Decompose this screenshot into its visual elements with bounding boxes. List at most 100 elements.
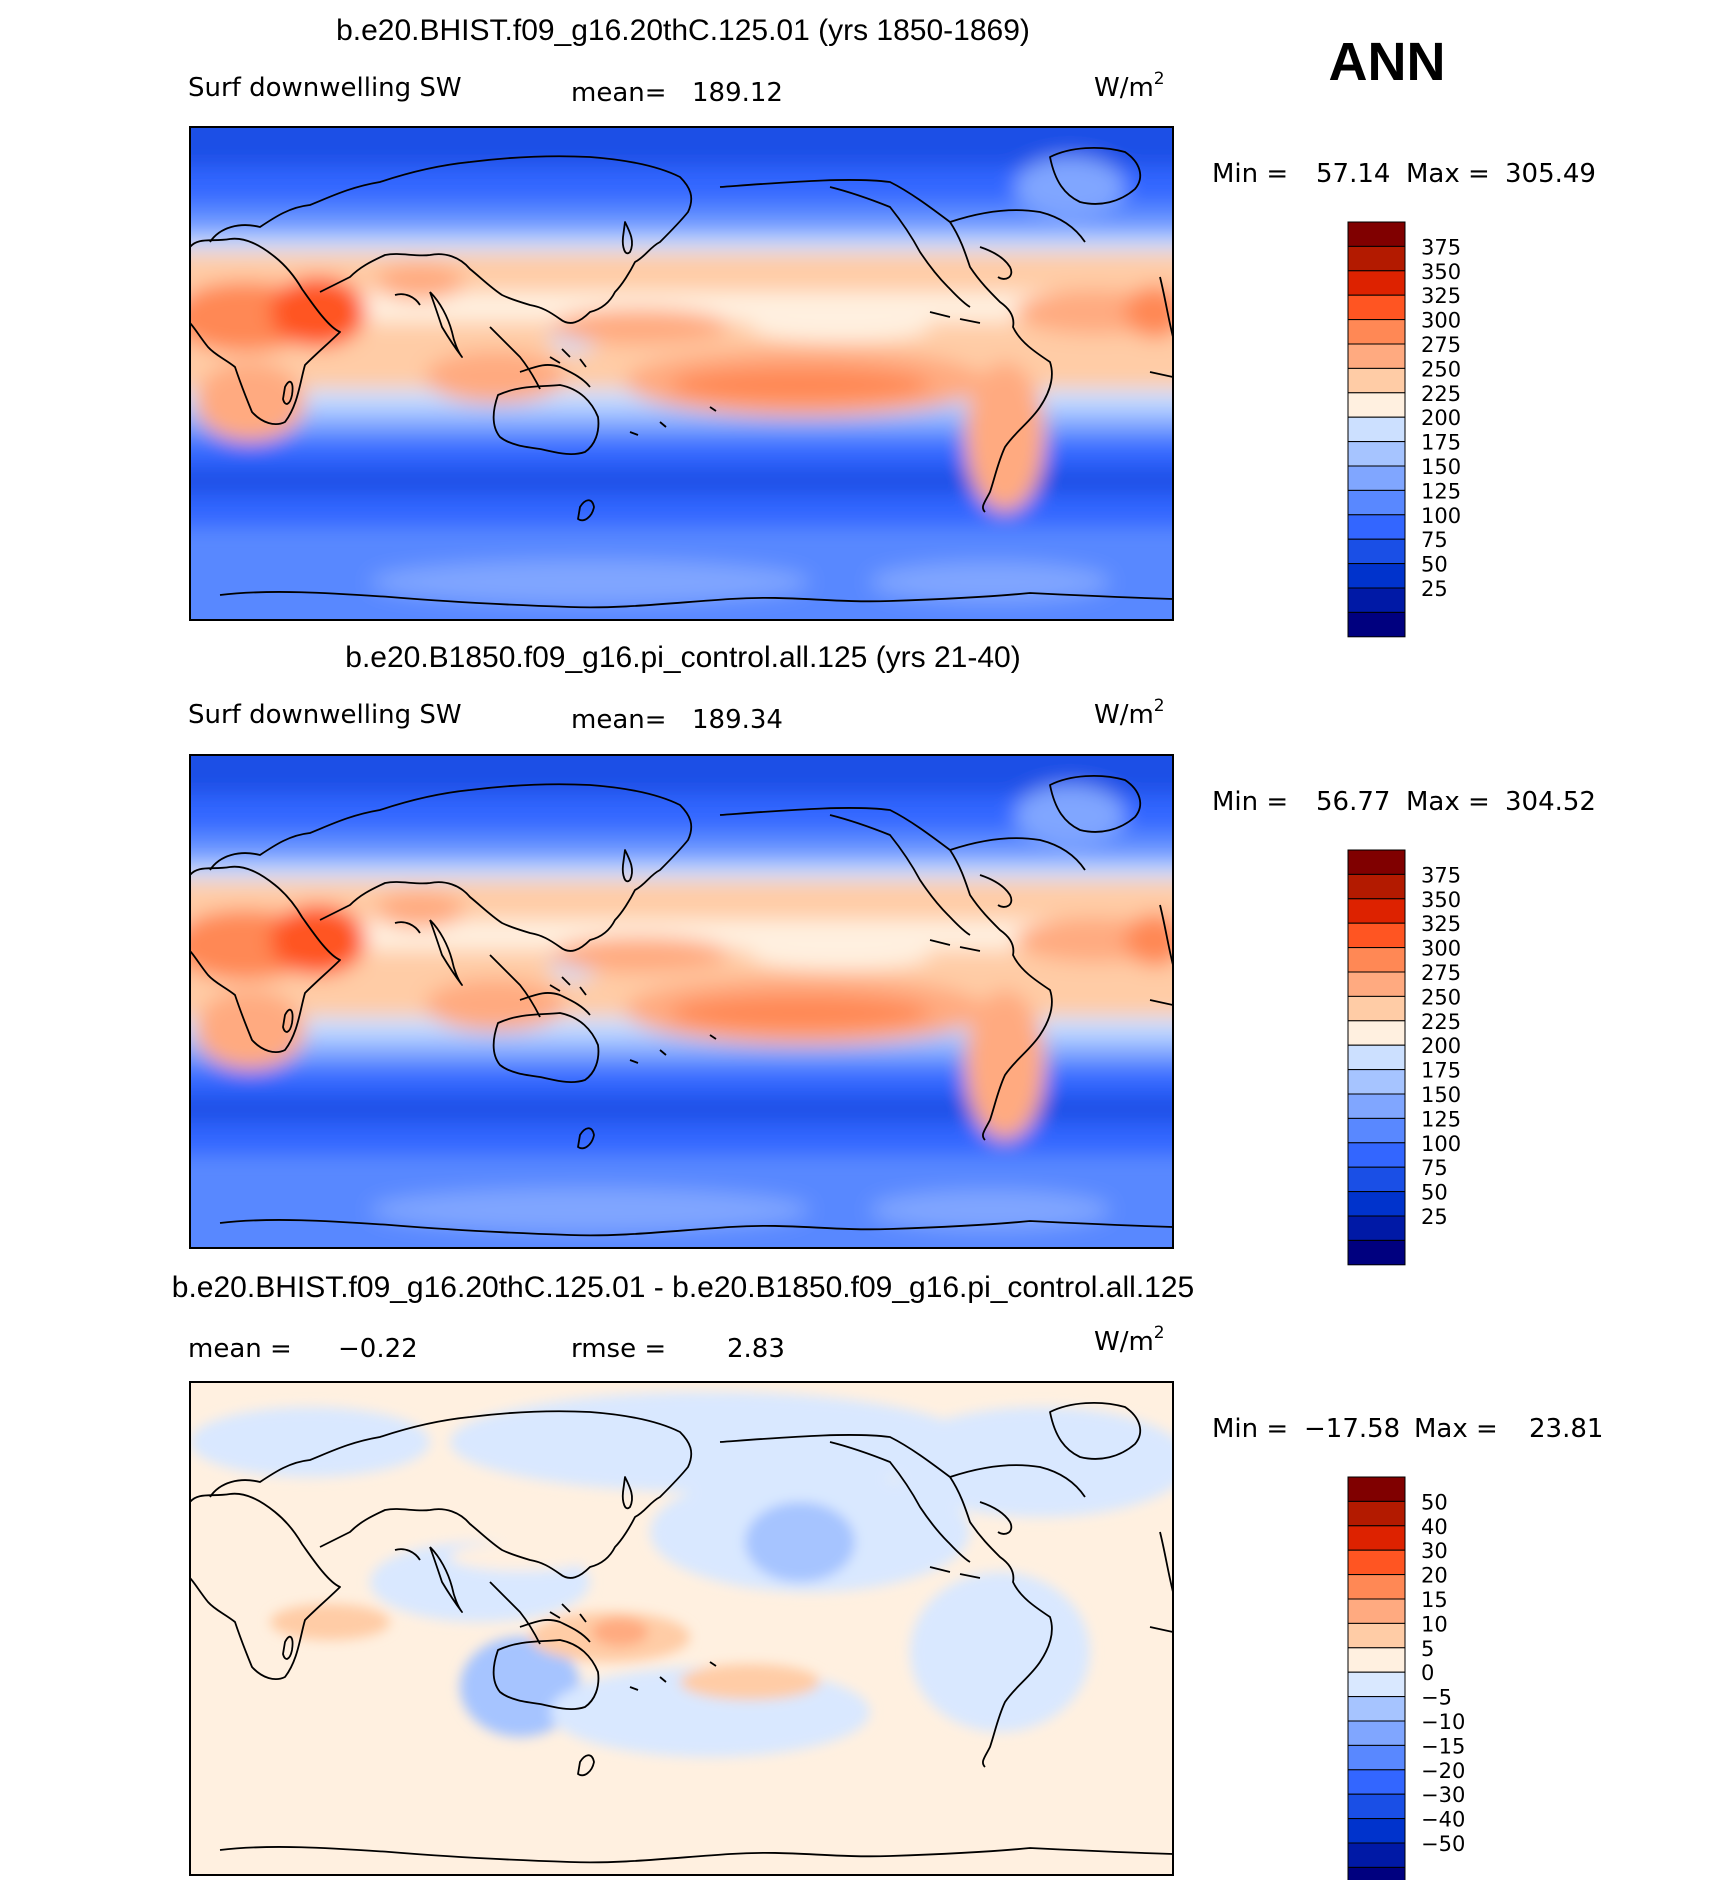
panel1-colorbar-label: 375: [1421, 235, 1461, 259]
panel3-colorbar-label: −30: [1421, 1783, 1465, 1807]
panel2-colorbar-swatch: [1347, 922, 1406, 949]
panel1-units: W/m2: [1094, 69, 1165, 103]
panel3-title: b.e20.BHIST.f09_g16.20thC.125.01 - b.e20…: [172, 1271, 1194, 1304]
panel2-colorbar-label: 300: [1421, 937, 1461, 961]
panel2-mean-label: mean=: [571, 705, 667, 735]
panel2-colorbar: 3753503253002752502252001751501251007550…: [1347, 849, 1461, 1266]
panel1-colorbar-swatch: [1347, 392, 1406, 418]
panel2-colorbar-label: 250: [1421, 985, 1461, 1009]
panel1-colorbar-swatch: [1347, 587, 1406, 613]
panel1-units-base: W/m: [1094, 73, 1154, 103]
panel2-colorbar-label: 375: [1421, 863, 1461, 887]
panel2-colorbar-swatch: [1347, 1215, 1406, 1241]
panel1-mean-label: mean=: [571, 78, 667, 108]
panel2-colorbar-swatch: [1347, 1020, 1406, 1046]
panel1-min-label: Min =: [1212, 159, 1288, 189]
panel2-max-value: 304.52: [1505, 787, 1596, 817]
panel3-colorbar-label: −10: [1421, 1710, 1465, 1734]
panel2-colorbar-swatch: [1347, 1239, 1406, 1266]
panel1-colorbar-swatch: [1347, 343, 1406, 369]
panel2-min-value: 56.77: [1316, 787, 1390, 817]
panel3-colorbar-swatch: [1347, 1622, 1406, 1649]
panel3-colorbar-swatch: [1347, 1769, 1406, 1795]
panel1-colorbar-label: 100: [1421, 504, 1461, 528]
panel1-colorbar-label: 350: [1421, 260, 1461, 284]
panel2-colorbar-label: 125: [1421, 1107, 1461, 1131]
panel2-colorbar-label: 150: [1421, 1083, 1461, 1107]
panel3-mean-value: −0.22: [338, 1334, 418, 1364]
panel2-colorbar-label: 50: [1421, 1181, 1448, 1205]
panel3-colorbar-swatch: [1347, 1500, 1406, 1527]
panel3-colorbar-label: −5: [1421, 1686, 1452, 1710]
panel2-units: W/m2: [1094, 696, 1165, 730]
panel3-colorbar-swatch: [1347, 1744, 1406, 1771]
panel1-colorbar-swatch: [1347, 416, 1406, 443]
panel3-colorbar-swatch: [1347, 1793, 1406, 1820]
panel3-colorbar-label: −20: [1421, 1759, 1465, 1783]
panel1-colorbar-swatch: [1347, 367, 1406, 394]
panel1-colorbar-swatch: [1347, 538, 1406, 565]
panel3-colorbar-label: −50: [1421, 1832, 1465, 1856]
panel2-map: [170, 735, 1200, 1275]
panel2-mean-value: 189.34: [692, 705, 783, 735]
panel1-colorbar: 3753503253002752502252001751501251007550…: [1347, 221, 1461, 638]
panel3-colorbar-label: 0: [1421, 1661, 1434, 1685]
panel2-colorbar-label: 350: [1421, 888, 1461, 912]
panel2-colorbar-swatch: [1347, 1117, 1406, 1144]
panel3-colorbar-swatch: [1347, 1525, 1406, 1551]
panel1-colorbar-label: 300: [1421, 309, 1461, 333]
panel2-colorbar-label: 75: [1421, 1156, 1448, 1180]
panel3-colorbar-swatch: [1347, 1842, 1406, 1868]
panel3-colorbar-swatch: [1347, 1574, 1406, 1600]
panel2-colorbar-label: 25: [1421, 1205, 1448, 1229]
season-label: ANN: [1329, 32, 1446, 92]
panel2-colorbar-swatch: [1347, 971, 1406, 997]
panel1-colorbar-label: 25: [1421, 577, 1448, 601]
panel1-colorbar-swatch: [1347, 441, 1406, 467]
panel3-colorbar-swatch: [1347, 1598, 1406, 1624]
panel3-colorbar-label: 5: [1421, 1637, 1434, 1661]
panel3-units-exp: 2: [1154, 1323, 1165, 1343]
panel3-colorbar-label: 50: [1421, 1490, 1448, 1514]
panel3-mean-label: mean =: [188, 1334, 292, 1364]
panel1-colorbar-swatch: [1347, 245, 1406, 272]
panel1-map: [170, 107, 1200, 647]
panel3-colorbar-swatch: [1347, 1549, 1406, 1576]
panel2-colorbar-label: 200: [1421, 1034, 1461, 1058]
panel2-colorbar-swatch: [1347, 898, 1406, 924]
panel3-rmse-label: rmse =: [571, 1334, 666, 1364]
panel1-colorbar-swatch: [1347, 221, 1406, 247]
panel3-map: [189, 1381, 1190, 1876]
panel2-field-label: Surf downwelling SW: [188, 700, 462, 730]
panel1-max-value: 305.49: [1505, 159, 1596, 189]
panel1-max-label: Max =: [1406, 159, 1490, 189]
panel1-colorbar-label: 275: [1421, 333, 1461, 357]
panel3-colorbar-label: 10: [1421, 1612, 1448, 1636]
panel3-rmse-value: 2.83: [727, 1334, 785, 1364]
panel3-colorbar-label: 40: [1421, 1515, 1448, 1539]
panel1-colorbar-swatch: [1347, 294, 1406, 321]
panel2-colorbar-swatch: [1347, 995, 1406, 1022]
panel3-min-value: −17.58: [1304, 1414, 1400, 1444]
panel3-colorbar-swatch: [1347, 1696, 1406, 1722]
panel1-colorbar-label: 150: [1421, 455, 1461, 479]
panel2-colorbar-swatch: [1347, 1191, 1406, 1217]
panel1-colorbar-label: 200: [1421, 406, 1461, 430]
panel3-colorbar-swatch: [1347, 1671, 1406, 1698]
panel1-colorbar-label: 325: [1421, 284, 1461, 308]
panel2-colorbar-swatch: [1347, 873, 1406, 900]
panel3-colorbar-label: −40: [1421, 1808, 1465, 1832]
panel1-colorbar-label: 50: [1421, 553, 1448, 577]
panel1-colorbar-swatch: [1347, 319, 1406, 345]
panel2-colorbar-label: 325: [1421, 912, 1461, 936]
panel2-colorbar-label: 175: [1421, 1059, 1461, 1083]
panel1-colorbar-swatch: [1347, 611, 1406, 638]
panel3-max-label: Max =: [1414, 1414, 1498, 1444]
panel3-colorbar-label: 15: [1421, 1588, 1448, 1612]
panel2-colorbar-swatch: [1347, 849, 1406, 875]
panel2-colorbar-swatch: [1347, 1142, 1406, 1168]
panel3-colorbar-swatch: [1347, 1866, 1406, 1880]
panel1-colorbar-swatch: [1347, 563, 1406, 589]
